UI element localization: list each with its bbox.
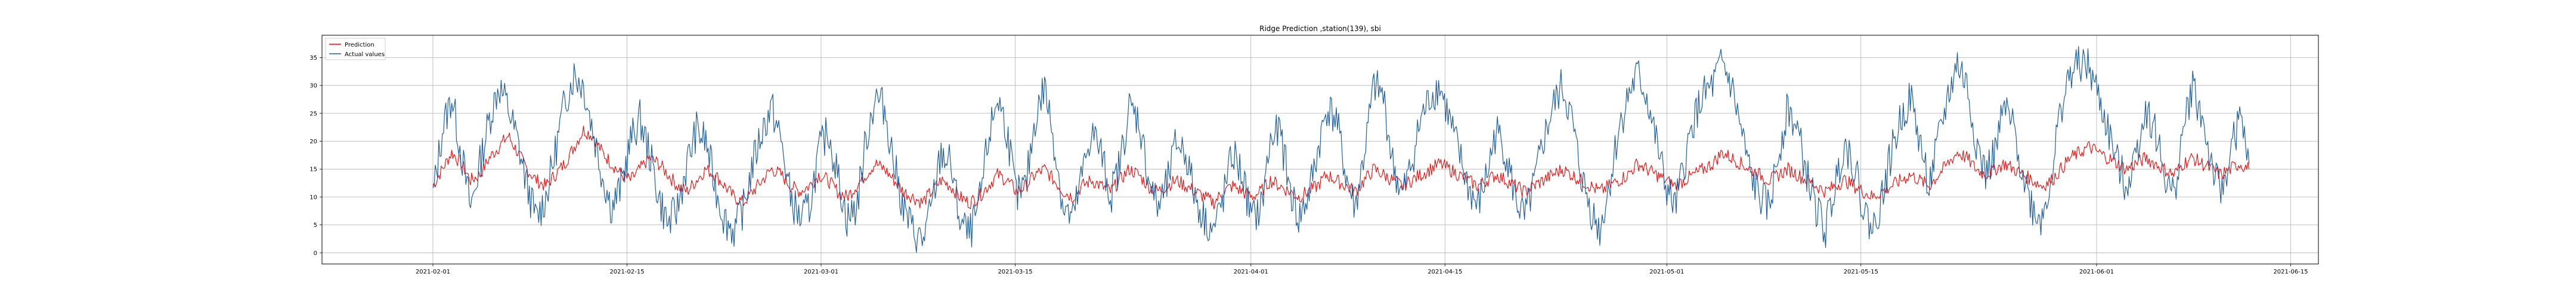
y-tick-label: 35	[309, 55, 317, 62]
series-layer	[432, 46, 2250, 253]
y-tick-label: 10	[309, 194, 317, 201]
y-tick-label: 0	[314, 250, 317, 257]
y-tick-label: 15	[309, 167, 317, 173]
legend-box	[325, 38, 386, 60]
y-axis: 0 5 10 15 20 25 30 35	[309, 55, 322, 257]
x-tick-label: 2021-02-15	[609, 269, 644, 275]
x-tick-label: 2021-02-01	[416, 269, 450, 275]
plot-frame	[321, 35, 2319, 265]
x-tick-label: 2021-05-01	[1649, 269, 1684, 275]
x-tick-label: 2021-04-01	[1234, 269, 1268, 275]
legend: Prediction Actual values	[325, 38, 386, 60]
x-tick-label: 2021-06-15	[2273, 269, 2308, 275]
series-line-actual	[432, 46, 2250, 253]
x-axis: 2021-02-01 2021-02-15 2021-03-01 2021-03-15…	[416, 264, 2308, 275]
x-tick-label: 2021-05-15	[1844, 269, 1878, 275]
x-tick-label: 2021-04-15	[1428, 269, 1462, 275]
chart-title: Ridge Prediction ,station(139), sbi	[1259, 24, 1381, 33]
legend-label-actual: Actual values	[345, 51, 385, 58]
x-tick-label: 2021-06-01	[2079, 269, 2114, 275]
y-tick-label: 30	[309, 83, 317, 90]
x-tick-label: 2021-03-01	[804, 269, 838, 275]
y-tick-label: 20	[309, 139, 317, 145]
legend-label-prediction: Prediction	[345, 42, 374, 48]
y-tick-label: 25	[309, 110, 317, 117]
gridlines	[322, 35, 2318, 264]
x-tick-label: 2021-03-15	[998, 269, 1032, 275]
series-line-prediction	[432, 125, 2250, 210]
y-tick-label: 5	[314, 222, 317, 229]
